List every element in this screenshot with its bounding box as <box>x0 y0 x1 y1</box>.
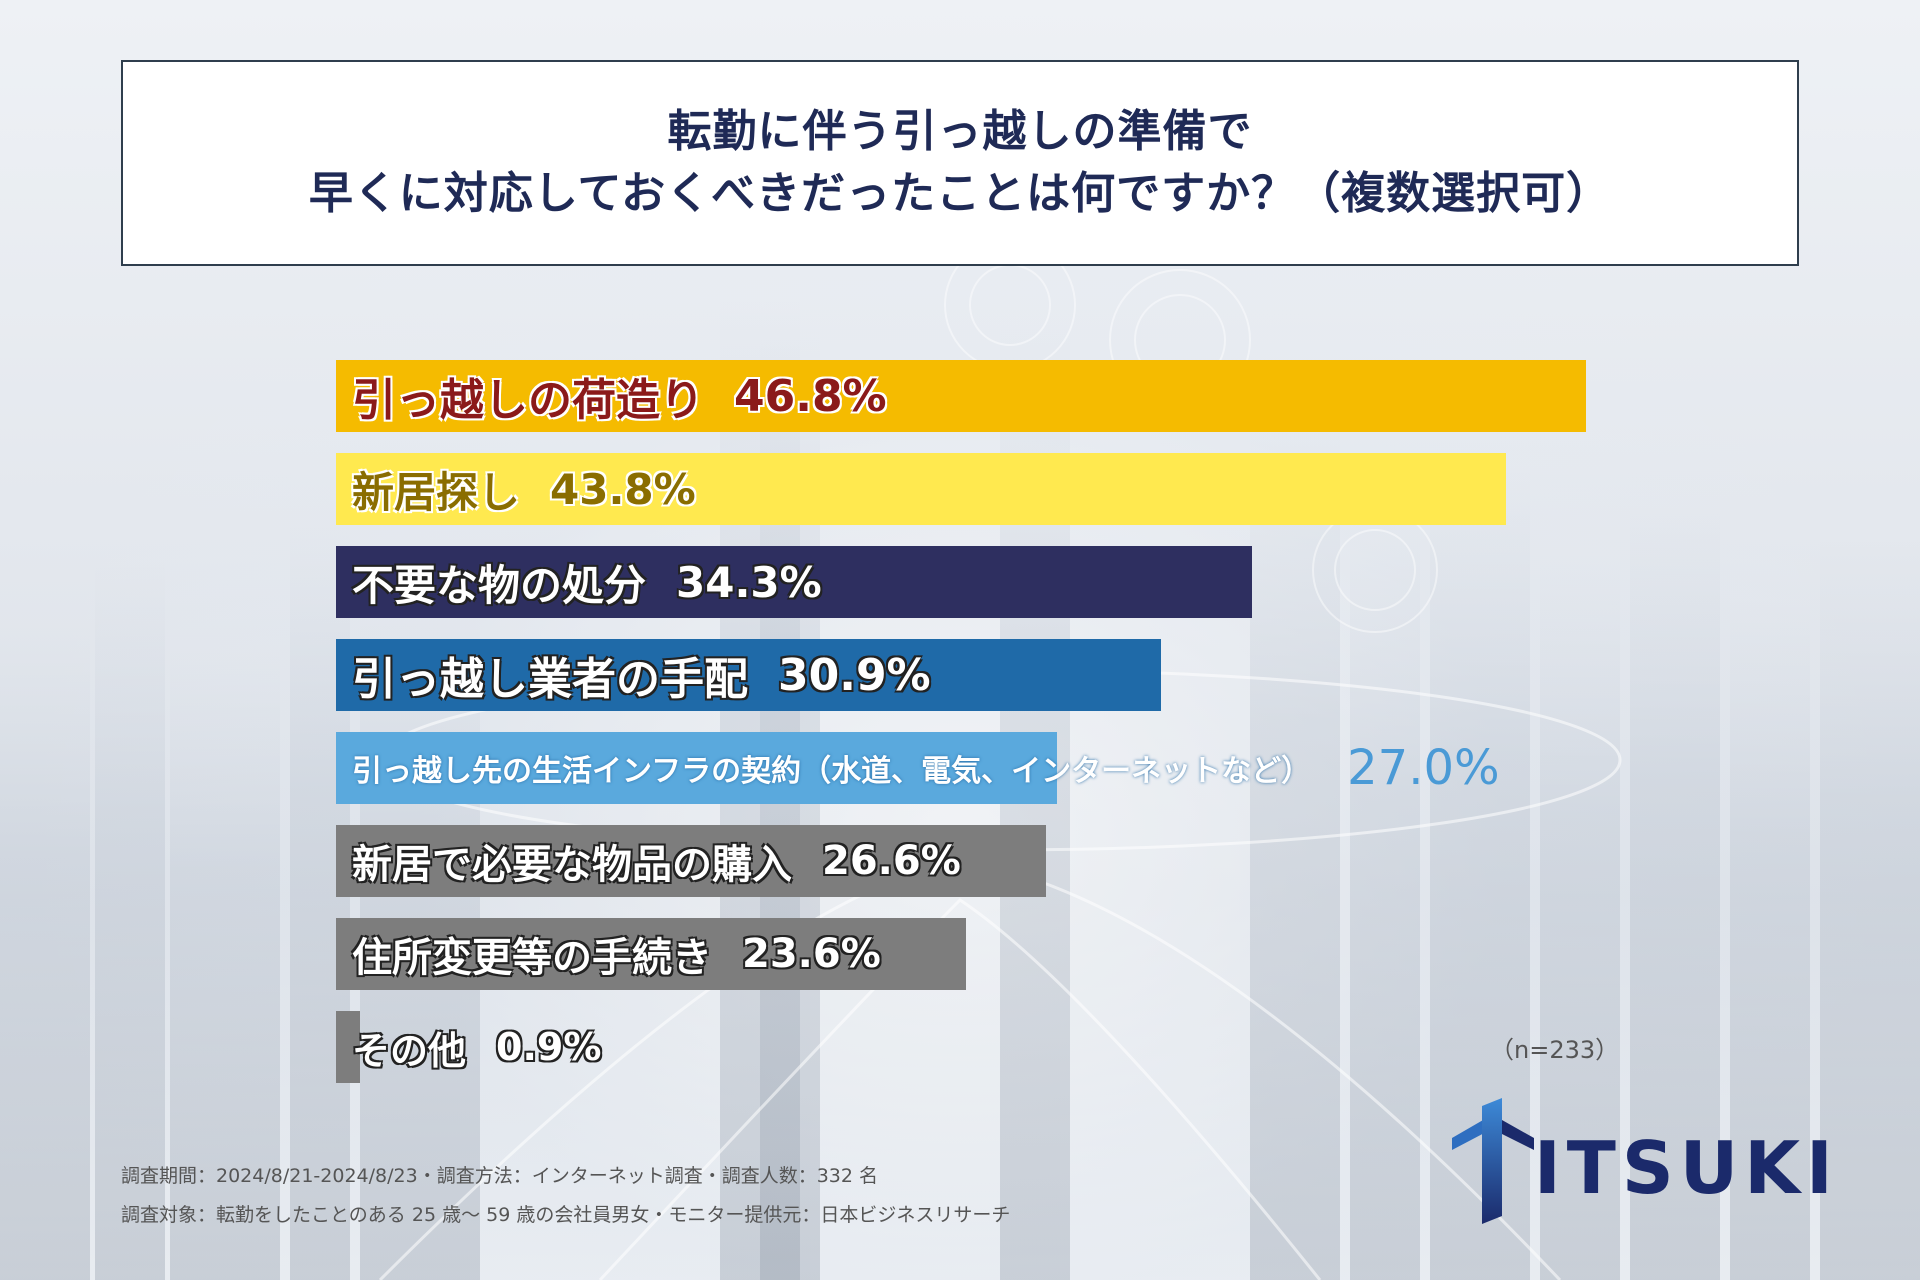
bar-5 <box>336 732 1058 804</box>
bar-label-4: 引っ越し業者の手配 30.9% <box>352 639 931 711</box>
value-label: 26.6% <box>822 838 961 884</box>
category-label: 新居で必要な物品の購入 <box>352 842 792 888</box>
itsuki-logo: ITSUKI <box>1452 1098 1833 1224</box>
category-label: 引っ越し業者の手配 <box>352 654 748 705</box>
bar-6 <box>336 825 1047 897</box>
bar-3 <box>336 546 1253 618</box>
survey-target-note: 調査対象：転勤をしたことのある 25 歳～ 59 歳の会社員男女・モニター提供元… <box>121 1204 1011 1226</box>
value-label: 23.6% <box>742 931 881 977</box>
value-label: 34.3% <box>676 557 822 607</box>
sample-size-note: （n=233） <box>1490 1036 1620 1064</box>
chart-title-line-1: 転勤に伴う引っ越しの準備で <box>667 106 1253 157</box>
logo-mark-icon <box>1452 1098 1534 1224</box>
bar-4 <box>336 639 1162 711</box>
bar-label-7: 住所変更等の手続き 23.6% <box>352 918 881 990</box>
category-label: その他 <box>352 1028 467 1073</box>
category-label: 住所変更等の手続き <box>352 935 712 981</box>
category-label: 不要な物の処分 <box>352 560 647 610</box>
value-label: 0.9% <box>496 1025 602 1069</box>
value-label: 27.0% <box>1347 740 1500 796</box>
logo-text: ITSUKI <box>1534 1126 1839 1210</box>
bar-8 <box>336 1011 361 1083</box>
bar-label-3: 不要な物の処分 34.3% <box>352 546 822 618</box>
bar-label-8: その他 0.9% <box>352 1011 601 1083</box>
bar-1 <box>336 360 1586 432</box>
category-label: 引っ越しの荷造り <box>352 375 704 426</box>
value-label: 30.9% <box>778 649 931 701</box>
bar-7 <box>336 918 967 990</box>
value-label: 43.8% <box>550 464 696 514</box>
chart-title-line-2: 早くに対応しておくべきだったことは何ですか？（複数選択可） <box>308 168 1612 219</box>
bar-label-2: 新居探し 43.8% <box>352 453 696 525</box>
category-label: 引っ越し先の生活インフラの契約（水道、電気、インターネットなど） <box>352 754 1312 789</box>
bar-label-1: 引っ越しの荷造り 46.8% <box>352 360 887 432</box>
bar-2 <box>336 453 1506 525</box>
bar-label-6: 新居で必要な物品の購入 26.6% <box>352 825 961 897</box>
survey-period-note: 調査期間：2024/8/21-2024/8/23・調査方法：インターネット調査・… <box>121 1165 879 1187</box>
title-box: 転勤に伴う引っ越しの準備で 早くに対応しておくべきだったことは何ですか？（複数選… <box>121 60 1799 266</box>
value-label: 46.8% <box>734 370 887 422</box>
category-label: 新居探し <box>352 467 521 517</box>
bar-label-5: 引っ越し先の生活インフラの契約（水道、電気、インターネットなど） 27.0% <box>352 732 1500 804</box>
